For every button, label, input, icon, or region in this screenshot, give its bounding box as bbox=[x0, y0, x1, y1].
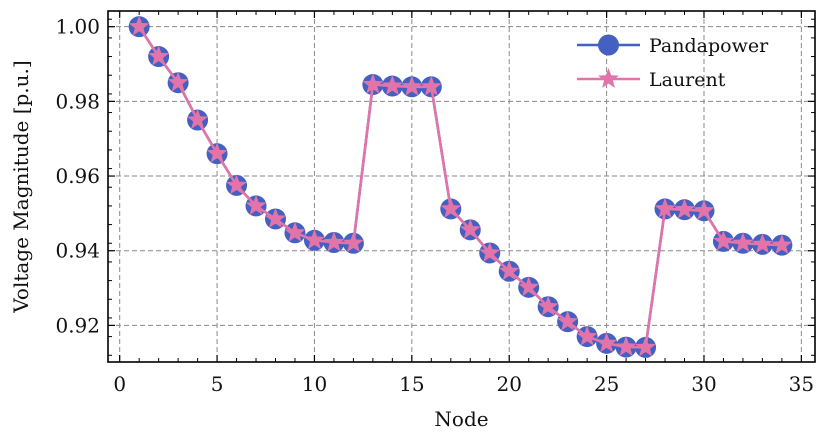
x-tick-label: 10 bbox=[302, 372, 327, 396]
data-point bbox=[537, 295, 559, 316]
data-point bbox=[654, 197, 676, 218]
data-point bbox=[128, 15, 150, 36]
y-tick-label: 1.00 bbox=[55, 15, 100, 39]
x-tick-label: 15 bbox=[399, 372, 424, 396]
data-point bbox=[323, 231, 345, 252]
x-tick-label: 0 bbox=[113, 372, 126, 396]
data-point bbox=[265, 207, 286, 228]
plot-frame bbox=[107, 10, 816, 363]
x-tick-label: 20 bbox=[496, 372, 521, 396]
legend-entry-pandapower: Pandapower bbox=[577, 34, 769, 57]
data-point bbox=[420, 75, 442, 96]
data-point bbox=[342, 232, 364, 253]
legend-marker bbox=[598, 68, 619, 88]
plot-series bbox=[128, 15, 793, 358]
grid bbox=[108, 11, 815, 362]
series-laurent bbox=[128, 15, 793, 357]
legend-marker-pandapower bbox=[598, 34, 619, 56]
data-point bbox=[226, 174, 248, 195]
data-point bbox=[518, 276, 540, 297]
data-point bbox=[576, 325, 598, 346]
series-pandapower bbox=[128, 16, 793, 358]
x-tick-label: 5 bbox=[211, 372, 224, 396]
data-point bbox=[440, 197, 462, 218]
legend-marker bbox=[598, 34, 619, 56]
axis-ticks: 0 5 10 15 20 25 30 35 0.92 0.94 0.96 0.98 1.00 bbox=[55, 11, 815, 396]
legend-entry-laurent: Laurent bbox=[577, 68, 726, 91]
y-tick-label: 0.92 bbox=[55, 313, 100, 337]
data-point bbox=[713, 230, 734, 251]
data-point bbox=[362, 73, 384, 94]
data-point bbox=[401, 75, 423, 96]
data-point bbox=[635, 336, 657, 357]
data-point bbox=[771, 234, 793, 255]
data-point bbox=[187, 109, 209, 129]
data-point bbox=[381, 75, 403, 95]
data-point bbox=[693, 199, 715, 220]
x-axis-label: Node bbox=[434, 407, 488, 431]
y-tick-label: 0.94 bbox=[55, 239, 100, 263]
data-point bbox=[674, 198, 695, 219]
data-point bbox=[498, 260, 520, 281]
data-point bbox=[245, 194, 267, 215]
legend-marker-laurent bbox=[598, 68, 619, 88]
x-tick-label: 30 bbox=[691, 372, 716, 396]
series-line-laurent bbox=[138, 25, 782, 349]
data-point bbox=[557, 310, 579, 331]
data-point bbox=[732, 232, 754, 253]
legend-label-laurent: Laurent bbox=[649, 69, 726, 91]
data-point bbox=[206, 142, 228, 163]
data-point bbox=[148, 45, 170, 66]
data-point bbox=[751, 233, 773, 254]
data-point bbox=[479, 241, 501, 262]
y-tick-label: 0.96 bbox=[55, 164, 100, 188]
x-tick-label: 25 bbox=[594, 372, 619, 396]
data-point bbox=[284, 221, 306, 242]
data-point bbox=[167, 71, 189, 92]
data-point bbox=[303, 229, 325, 250]
x-tick-label: 35 bbox=[789, 372, 814, 396]
y-axis-label: Voltage Magnitude [p.u.] bbox=[9, 60, 33, 313]
data-point bbox=[596, 332, 618, 353]
y-tick-label: 0.98 bbox=[55, 89, 100, 113]
data-point bbox=[615, 336, 637, 356]
legend: Pandapower Laurent bbox=[577, 34, 769, 91]
data-point bbox=[459, 218, 481, 239]
legend-label-pandapower: Pandapower bbox=[649, 35, 769, 57]
